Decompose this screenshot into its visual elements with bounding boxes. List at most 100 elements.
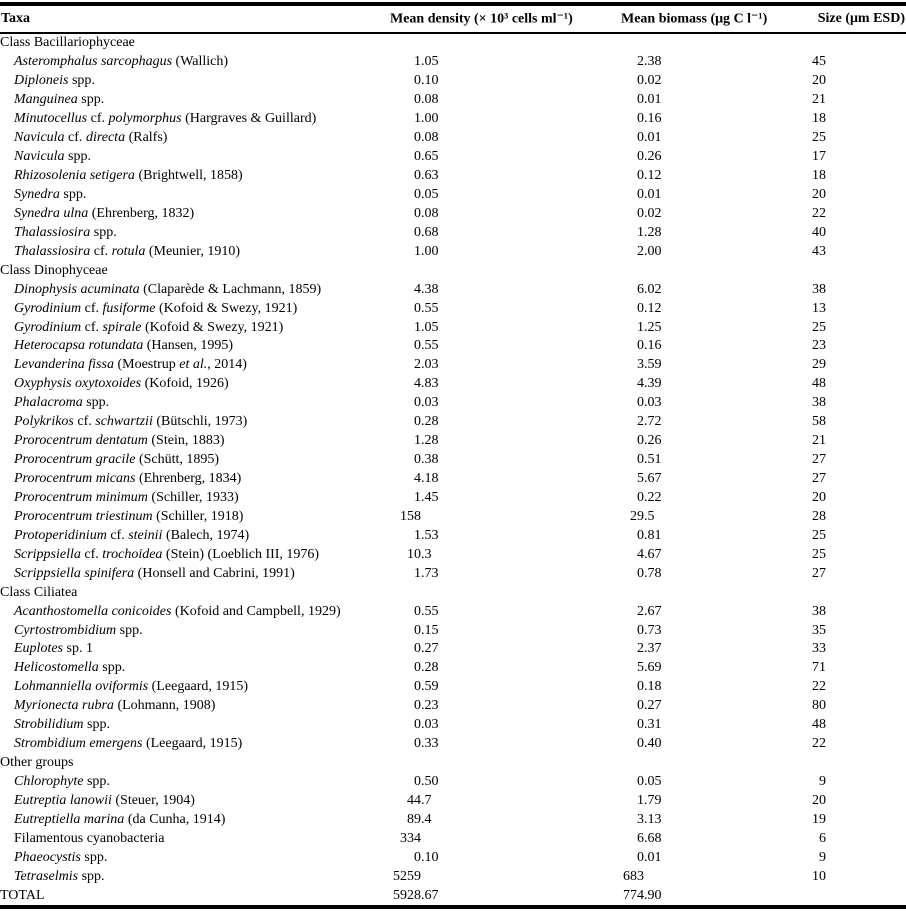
bottom-rule bbox=[0, 905, 906, 910]
density-value: 0.10 bbox=[414, 849, 439, 865]
taxon-row: Prorocentrum micans (Ehrenberg, 1834) 4.1… bbox=[0, 470, 906, 489]
header-size: Size (μm ESD) bbox=[817, 11, 905, 26]
taxon-row: Scrippsiella spinifera (Honsell and Cabr… bbox=[0, 564, 906, 583]
density-value: 0.10 bbox=[414, 73, 439, 89]
biomass-value: 2.38 bbox=[637, 54, 662, 70]
density-value: 0.08 bbox=[414, 205, 439, 221]
taxon-name: Class Dinophyceae bbox=[0, 262, 108, 278]
biomass-value: 683 bbox=[623, 868, 644, 884]
size-value: 20 bbox=[812, 792, 826, 808]
taxon-row: Rhizosolenia setigera (Brightwell, 1858)… bbox=[0, 167, 906, 186]
taxon-row: Synedra ulna (Ehrenberg, 1832) 0.08 0.02 22 bbox=[0, 204, 906, 223]
taxon-name: Heterocapsa rotundata (Hansen, 1995) bbox=[14, 338, 234, 354]
taxon-name: Minutocellus cf. polymorphus (Hargraves … bbox=[14, 111, 317, 127]
taxon-name: Prorocentrum gracile (Schütt, 1895) bbox=[14, 452, 220, 468]
total-row: TOTAL 5928.67 774.90 bbox=[0, 886, 906, 905]
taxon-name: Protoperidinium cf. steinii (Balech, 197… bbox=[14, 527, 250, 543]
taxon-row: Navicula spp. 0.65 0.26 17 bbox=[0, 148, 906, 167]
taxon-name: Phaeocystis spp. bbox=[14, 849, 108, 865]
biomass-value: 0.26 bbox=[637, 433, 662, 449]
taxon-row: Helicostomella spp. 0.28 5.69 71 bbox=[0, 659, 906, 678]
section-row: Other groups bbox=[0, 754, 906, 773]
biomass-value: 0.02 bbox=[637, 73, 662, 89]
taxon-name: Manguinea spp. bbox=[14, 92, 105, 108]
size-value: 33 bbox=[812, 641, 826, 657]
taxon-row: Prorocentrum dentatum (Stein, 1883) 1.28 0… bbox=[0, 432, 906, 451]
biomass-value: 0.31 bbox=[637, 717, 662, 733]
size-value: 21 bbox=[812, 92, 826, 108]
biomass-value: 0.27 bbox=[637, 698, 662, 714]
taxon-row: Scrippsiella cf. trochoidea (Stein) (Loe… bbox=[0, 545, 906, 564]
taxon-row: Synedra spp. 0.05 0.01 20 bbox=[0, 186, 906, 205]
biomass-value: 2.67 bbox=[637, 603, 662, 619]
density-value: 0.08 bbox=[414, 92, 439, 108]
size-value: 38 bbox=[812, 603, 826, 619]
density-value: 1.45 bbox=[414, 489, 439, 505]
size-value: 25 bbox=[812, 546, 826, 562]
size-value: 25 bbox=[812, 130, 826, 146]
taxon-name: Dinophysis acuminata (Claparède & Lachma… bbox=[14, 281, 322, 297]
biomass-value: 0.01 bbox=[637, 130, 662, 146]
biomass-value: 0.12 bbox=[637, 168, 662, 184]
density-value: 0.59 bbox=[414, 679, 439, 695]
taxon-name: Scrippsiella cf. trochoidea (Stein) (Loe… bbox=[14, 546, 320, 562]
density-value: 1.00 bbox=[414, 243, 439, 259]
size-value: 20 bbox=[812, 73, 826, 89]
biomass-value: 3.59 bbox=[637, 357, 662, 373]
density-value: 158 bbox=[400, 508, 421, 524]
taxon-row: Eutreptia lanowii (Steuer, 1904) 44.7 1.79… bbox=[0, 792, 906, 811]
taxon-name: TOTAL bbox=[0, 887, 45, 903]
size-value: 22 bbox=[812, 205, 826, 221]
size-value: 35 bbox=[812, 622, 826, 638]
taxon-row: Polykrikos cf. schwartzii (Bütschli, 197… bbox=[0, 413, 906, 432]
biomass-value: 0.40 bbox=[637, 736, 662, 752]
biomass-value: 1.28 bbox=[637, 224, 662, 240]
taxon-name: Strombidium emergens (Leegaard, 1915) bbox=[14, 736, 243, 752]
density-value: 0.15 bbox=[414, 622, 439, 638]
taxon-row: Cyrtostrombidium spp. 0.15 0.73 35 bbox=[0, 621, 906, 640]
density-value: 334 bbox=[400, 830, 421, 846]
size-value: 23 bbox=[812, 338, 826, 354]
table-header: Taxa Mean density (× 10³ cells ml⁻¹) Mea… bbox=[0, 6, 906, 32]
density-value: 0.65 bbox=[414, 149, 439, 165]
density-value: 0.28 bbox=[414, 414, 439, 430]
taxon-name: Other groups bbox=[0, 755, 74, 771]
taxon-row: Eutreptiella marina (da Cunha, 1914) 89.4… bbox=[0, 810, 906, 829]
density-value: 44.7 bbox=[407, 792, 432, 808]
density-value: 0.08 bbox=[414, 130, 439, 146]
taxon-row: Thalassiosira spp. 0.68 1.28 40 bbox=[0, 223, 906, 242]
taxon-name: Cyrtostrombidium spp. bbox=[14, 622, 143, 638]
taxon-row: Euplotes sp. 1 0.27 2.37 33 bbox=[0, 640, 906, 659]
taxon-row: Minutocellus cf. polymorphus (Hargraves … bbox=[0, 110, 906, 129]
top-rule bbox=[0, 2, 906, 6]
size-value: 43 bbox=[812, 243, 826, 259]
taxon-name: Synedra spp. bbox=[14, 186, 87, 202]
size-value: 6 bbox=[819, 830, 826, 846]
taxon-row: Dinophysis acuminata (Claparède & Lachma… bbox=[0, 280, 906, 299]
taxon-row: Phaeocystis spp. 0.10 0.01 9 bbox=[0, 848, 906, 867]
taxon-name: Eutreptiella marina (da Cunha, 1914) bbox=[14, 811, 226, 827]
biomass-value: 0.01 bbox=[637, 92, 662, 108]
biomass-value: 29.5 bbox=[630, 508, 655, 524]
size-value: 10 bbox=[812, 868, 826, 884]
size-value: 38 bbox=[812, 281, 826, 297]
taxon-row: Prorocentrum minimum (Schiller, 1933) 1.4… bbox=[0, 489, 906, 508]
density-value: 0.55 bbox=[414, 300, 439, 316]
taxon-row: Levanderina fissa (Moestrup et al., 2014… bbox=[0, 356, 906, 375]
size-value: 29 bbox=[812, 357, 826, 373]
taxon-name: Tetraselmis spp. bbox=[14, 868, 105, 884]
density-value: 10.3 bbox=[407, 546, 432, 562]
density-value: 4.38 bbox=[414, 281, 439, 297]
size-value: 20 bbox=[812, 186, 826, 202]
size-value: 27 bbox=[812, 452, 826, 468]
size-value: 40 bbox=[812, 224, 826, 240]
taxon-row: Diploneis spp. 0.10 0.02 20 bbox=[0, 72, 906, 91]
taxon-row: Gyrodinium cf. fusiforme (Kofoid & Swezy… bbox=[0, 299, 906, 318]
header-mean-density: Mean density (× 10³ cells ml⁻¹) bbox=[390, 11, 573, 27]
taxon-row: Phalacroma spp. 0.03 0.03 38 bbox=[0, 394, 906, 413]
density-value: 4.83 bbox=[414, 376, 439, 392]
size-value: 20 bbox=[812, 489, 826, 505]
taxon-name: Strobilidium spp. bbox=[14, 717, 110, 733]
taxon-name: Scrippsiella spinifera (Honsell and Cabr… bbox=[14, 565, 295, 581]
taxon-row: Heterocapsa rotundata (Hansen, 1995) 0.55… bbox=[0, 337, 906, 356]
